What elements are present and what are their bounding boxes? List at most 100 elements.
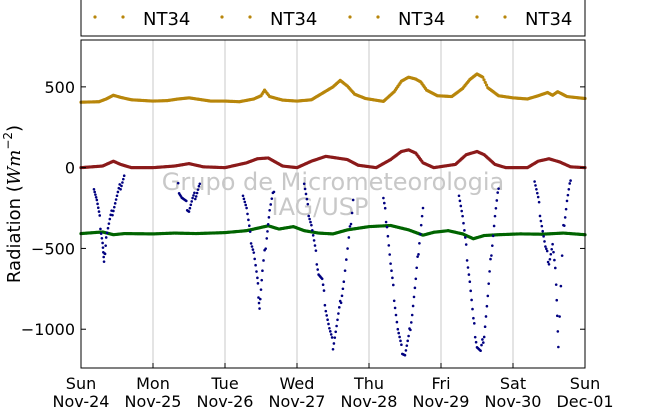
data-point (256, 276, 259, 280)
data-point (104, 244, 107, 247)
data-point (566, 193, 570, 197)
data-point (329, 330, 332, 333)
data-point (332, 342, 336, 345)
y-tick-label: −1000 (21, 320, 75, 339)
data-point (458, 199, 462, 203)
data-point (485, 304, 489, 308)
x-tick-date: Nov-30 (485, 392, 542, 409)
data-point (185, 199, 188, 203)
data-point (329, 333, 333, 336)
x-tick-date: Dec-01 (556, 392, 613, 409)
data-point (105, 231, 109, 235)
data-point (536, 195, 540, 199)
data-point (314, 249, 318, 252)
data-point (466, 266, 470, 269)
data-point (270, 197, 274, 200)
data-point (194, 195, 198, 198)
data-point (341, 287, 345, 291)
y-tick-label: 0 (65, 159, 75, 178)
data-point (98, 214, 102, 217)
y-label-suffix: ) (4, 125, 25, 132)
data-point (493, 214, 497, 218)
x-tick-date: Nov-25 (125, 392, 182, 409)
data-point (265, 237, 269, 240)
data-point (398, 335, 401, 339)
data-point (480, 343, 483, 347)
data-point (347, 236, 351, 239)
data-point (122, 177, 125, 181)
data-point (464, 243, 468, 246)
data-point (194, 197, 197, 201)
data-point (533, 180, 536, 183)
data-point (243, 200, 247, 204)
data-point (483, 80, 487, 85)
data-point (393, 306, 397, 310)
data-point (345, 258, 348, 261)
legend-box (80, 0, 586, 37)
data-point (119, 187, 122, 191)
legend-marker (503, 15, 507, 19)
data-point (390, 269, 393, 273)
data-point (543, 240, 546, 243)
data-point (306, 202, 310, 206)
data-point (414, 277, 418, 281)
series-1 (79, 223, 587, 241)
data-point (254, 263, 257, 267)
data-point (554, 283, 558, 286)
data-point (410, 321, 413, 324)
data-point (497, 187, 500, 190)
data-point (546, 260, 550, 264)
data-point (404, 349, 408, 352)
data-point (321, 283, 325, 287)
data-point (489, 257, 492, 261)
data-point (111, 213, 114, 217)
data-point (305, 197, 309, 201)
data-point (545, 247, 548, 251)
data-point (198, 182, 202, 186)
data-point (411, 304, 415, 308)
data-point (474, 340, 478, 344)
data-point (176, 181, 180, 185)
data-point (93, 190, 96, 194)
series-3 (79, 148, 587, 170)
data-point (415, 266, 419, 270)
data-point (249, 242, 253, 245)
data-point (469, 289, 473, 293)
data-point (419, 232, 422, 236)
data-point (389, 262, 392, 265)
data-point (394, 313, 398, 317)
data-point (103, 252, 107, 256)
data-point (262, 259, 265, 262)
data-point (457, 194, 461, 198)
data-point (322, 289, 326, 292)
data-point (251, 248, 255, 251)
data-point (246, 212, 249, 216)
x-tick-day: Sat (500, 374, 526, 393)
data-point (549, 252, 553, 256)
data-point (544, 245, 547, 248)
data-point (481, 75, 485, 79)
data-point (302, 182, 306, 186)
data-point (101, 246, 105, 249)
data-point (492, 224, 496, 228)
data-point (106, 226, 110, 230)
data-point (554, 266, 557, 270)
data-point (557, 345, 560, 349)
data-point (470, 298, 473, 302)
data-point (257, 301, 261, 305)
data-point (468, 280, 472, 284)
data-point (258, 307, 261, 310)
data-point (491, 244, 494, 247)
x-tick-day: Thu (353, 374, 384, 393)
data-point (313, 244, 317, 247)
x-tick-date: Nov-28 (341, 392, 398, 409)
data-point (331, 347, 335, 351)
legend-label: NT34 (143, 9, 190, 30)
data-point (118, 183, 121, 186)
data-point (327, 322, 330, 326)
data-point (325, 314, 329, 317)
data-point (459, 204, 463, 208)
data-point (386, 234, 390, 238)
data-point (122, 174, 126, 178)
